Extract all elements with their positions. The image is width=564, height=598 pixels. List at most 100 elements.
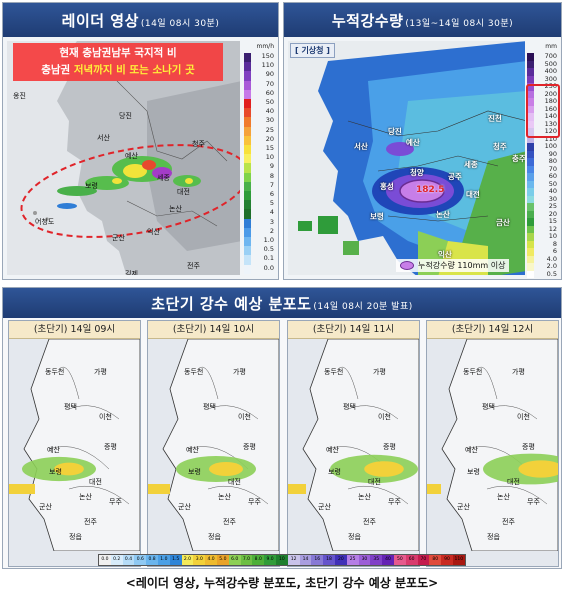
radar-legend-label: 15 xyxy=(265,144,274,152)
radar-legend: mm/h 150 110 90 70 60 50 40 30 25 20 15 10 9 8 7 6 5 4 3 2 1… xyxy=(242,43,276,274)
forecast-legend-swatch: 2.0 xyxy=(181,555,194,565)
accum-legend-swatch xyxy=(527,150,534,158)
forecast-city-label: 예산 xyxy=(186,446,199,454)
accum-legend-label: 8 xyxy=(552,239,557,248)
accum-legend-label: 50 xyxy=(548,179,557,188)
radar-legend-label: 8 xyxy=(269,171,274,180)
forecast-legend: 0.0 0.2 0.4 0.6 0.8 1.0 1.5 2.0 3.0 4.0 5.0 6.0 7.0 8… xyxy=(98,554,466,566)
accum-city-8: 청주 xyxy=(493,142,507,151)
radar-callout: 현재 충남권남부 국지적 비 충남권 저녁까지 비 또는 소나기 곳 xyxy=(13,43,223,81)
radar-legend-label: 70 xyxy=(265,79,274,88)
forecast-city-label: 가평 xyxy=(233,368,246,376)
radar-panel: 레이더 영상 (14일 08시 30분) xyxy=(2,2,279,280)
accum-legend-label: 20 xyxy=(548,209,557,218)
forecast-city-label: 무주 xyxy=(109,498,122,506)
radar-legend-swatch xyxy=(244,237,251,247)
accum-legend-label: 25 xyxy=(548,202,557,210)
forecast-legend-swatch: 0.2 xyxy=(110,555,123,565)
city-label-9: 어청도 xyxy=(35,218,55,226)
accum-legend-swatch xyxy=(527,188,534,196)
city-label-2: 서산 xyxy=(97,134,110,142)
forecast-frame-map xyxy=(427,338,558,552)
forecast-frame-label: (초단기) 14일 12시 xyxy=(427,321,558,339)
city-label-11: 김제 xyxy=(125,270,138,275)
rain-note-swatch xyxy=(400,261,414,270)
accum-map[interactable]: [ 기상청 ] 당진 서산 예산 홍성 보령 청양 공주 세종 청주 대전 논산… xyxy=(288,41,525,275)
radar-legend-label: 30 xyxy=(265,116,274,125)
radar-legend-label: 40 xyxy=(265,107,274,116)
forecast-frame-3[interactable]: (초단기) 14일 12시 동두천 가평 평택 이천 예산 증평 보령 대전 논산 무주 군산 전주 정읍 xyxy=(426,320,559,567)
forecast-city-label: 보령 xyxy=(328,468,341,476)
forecast-city-label: 전주 xyxy=(223,518,236,526)
forecast-city-label: 군산 xyxy=(178,503,191,511)
accum-legend-swatch xyxy=(527,60,534,68)
accum-legend-label: 100 xyxy=(544,142,557,150)
accum-city-4: 보령 xyxy=(370,212,384,221)
radar-legend-label: 9 xyxy=(269,162,274,171)
forecast-city-label: 무주 xyxy=(248,498,261,506)
forecast-city-label: 이천 xyxy=(517,413,530,421)
accum-city-2: 예산 xyxy=(406,138,420,147)
radar-legend-swatch xyxy=(244,255,251,265)
radar-legend-swatch xyxy=(244,181,251,191)
radar-legend-label: 1.0 xyxy=(263,236,274,244)
accum-city-6: 공주 xyxy=(448,172,462,181)
accum-legend-swatch xyxy=(527,75,534,83)
accum-legend-swatch xyxy=(527,180,534,188)
forecast-city-label: 논산 xyxy=(218,493,231,501)
accum-legend-swatch xyxy=(527,53,534,61)
forecast-legend-swatch: 60 xyxy=(405,555,418,565)
accum-legend-swatch xyxy=(527,105,534,113)
forecast-legend-swatch: 5.0 xyxy=(216,555,229,565)
city-label-13: 전주 xyxy=(187,262,200,270)
accum-legend-swatch xyxy=(527,90,534,98)
accum-legend-label: 40 xyxy=(548,187,557,195)
accum-legend-label: 12 xyxy=(548,224,557,233)
accum-city-0: 당진 xyxy=(388,127,402,136)
forecast-frame-0[interactable]: (초단기) 14일 09시 동두천 가평 평택 이천 예산 증평 보령 대전 논산 무주 군산 전주 정읍 xyxy=(8,320,141,567)
forecast-legend-swatch: 1.0 xyxy=(157,555,170,565)
forecast-frame-map xyxy=(148,338,279,552)
radar-legend-swatch xyxy=(244,227,251,237)
accum-city-14: 충주 xyxy=(512,154,525,163)
accum-legend-swatch xyxy=(527,248,534,256)
radar-legend-swatch xyxy=(244,99,251,109)
callout-line-2: 충남권 저녁까지 비 또는 소나기 곳 xyxy=(13,62,223,79)
agency-tag: [ 기상청 ] xyxy=(290,43,335,58)
radar-header: 레이더 영상 (14일 08시 30분) xyxy=(3,3,278,37)
forecast-legend-swatch: 40 xyxy=(382,555,394,565)
forecast-legend-swatch: 8.0 xyxy=(252,555,265,565)
radar-legend-swatch xyxy=(244,62,251,72)
city-label-3: 예산 xyxy=(125,152,138,160)
forecast-city-label: 보령 xyxy=(49,468,62,476)
forecast-legend-swatch: 80 xyxy=(429,555,442,565)
forecast-title: 초단기 강수 예상 분포도 xyxy=(151,294,312,313)
accum-city-3: 홍성 xyxy=(380,182,394,191)
accum-legend-label: 2.0 xyxy=(546,262,557,270)
forecast-frame-map xyxy=(9,338,140,552)
forecast-city-label: 평택 xyxy=(343,403,356,411)
forecast-frame-1[interactable]: (초단기) 14일 10시 동두천 가평 평택 이천 예산 증평 보령 대전 논산 무주 군산 전주 정읍 xyxy=(147,320,280,567)
forecast-city-label: 이천 xyxy=(99,413,112,421)
city-label-6: 논산 xyxy=(169,205,182,213)
legend-highlight-box xyxy=(526,84,560,138)
forecast-city-label: 평택 xyxy=(482,403,495,411)
forecast-frame-label: (초단기) 14일 09시 xyxy=(9,321,140,339)
radar-legend-label: 2 xyxy=(269,226,274,235)
forecast-header: 초단기 강수 예상 분포도 (14일 08시 20분 발표) xyxy=(3,288,561,318)
forecast-legend-swatch: 12 xyxy=(287,555,300,565)
accum-legend-label: 140 xyxy=(544,112,557,120)
radar-legend-swatch xyxy=(244,108,251,118)
forecast-legend-swatch: 9.0 xyxy=(264,555,276,565)
forecast-city-label: 전주 xyxy=(84,518,97,526)
accum-map-graphic xyxy=(288,41,525,275)
forecast-frame-2[interactable]: (초단기) 14일 11시 동두천 가평 평택 이천 예산 증평 보령 대전 논산 무주 군산 전주 정읍 xyxy=(287,320,420,567)
radar-legend-swatch xyxy=(244,264,251,274)
forecast-city-label: 평택 xyxy=(64,403,77,411)
radar-legend-label: 6 xyxy=(269,190,274,198)
forecast-city-label: 보령 xyxy=(188,468,201,476)
radar-map[interactable]: 현재 충남권남부 국지적 비 충남권 저녁까지 비 또는 소나기 곳 옹진 당진… xyxy=(7,41,240,275)
accum-panel: 누적강수량 (13일~14일 08시 30분) [ 기상 xyxy=(283,2,562,280)
accum-legend-label: 500 xyxy=(544,59,557,68)
accum-legend-label: 110 xyxy=(544,134,557,143)
